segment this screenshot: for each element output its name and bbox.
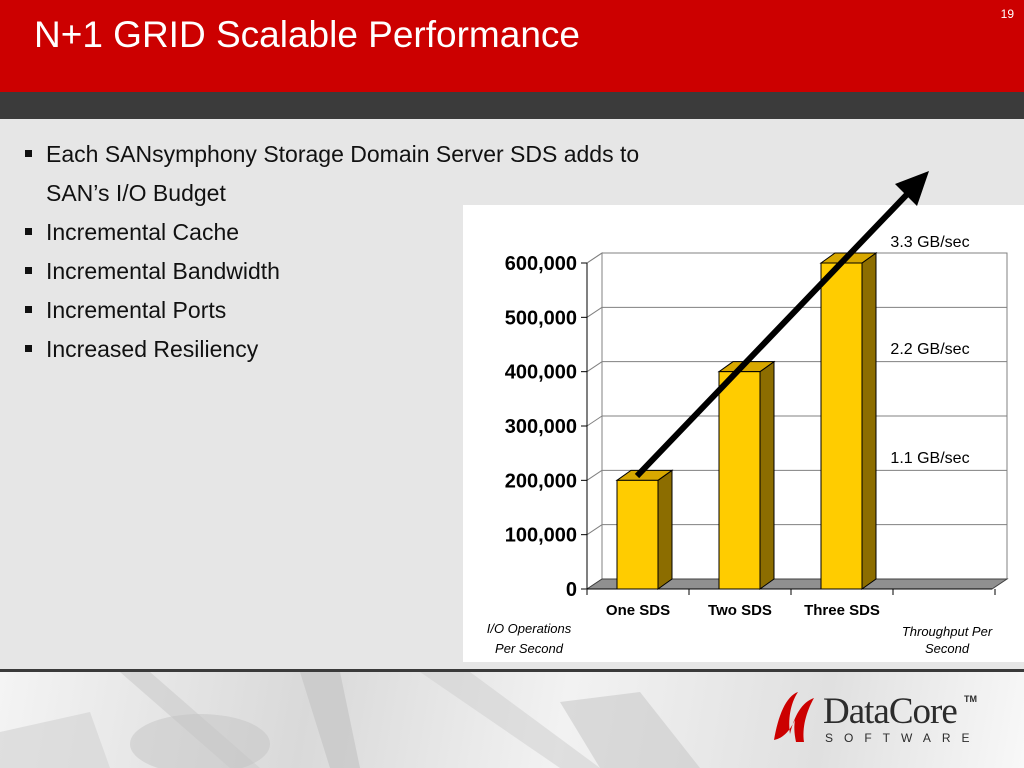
y-tick-label: 200,000 (505, 470, 577, 492)
logo-subtitle: SOFTWARE (825, 731, 981, 745)
footer-rule (0, 669, 1024, 672)
title-bar: N+1 GRID Scalable Performance 19 (0, 0, 1024, 92)
y-tick-label: 400,000 (505, 362, 577, 384)
y2-axis-title-line: Second (925, 641, 970, 656)
bullet-item: Incremental Ports (22, 291, 712, 330)
y-axis-title-line: I/O Operations (487, 621, 572, 636)
footer (0, 672, 1024, 768)
bullet-square-icon (25, 150, 32, 157)
y-tick-label: 600,000 (505, 253, 577, 275)
y2-axis-title-line: Throughput Per (902, 624, 993, 639)
bullet-item: Incremental Cache (22, 213, 712, 252)
datacore-logo: DataCore TM SOFTWARE (768, 678, 978, 758)
bullet-square-icon (25, 345, 32, 352)
logo-wordmark: DataCore (823, 691, 958, 732)
bullet-text: Incremental Bandwidth (46, 258, 280, 284)
performance-chart: 0 100,000 200,000 300,000 400,000 500,000 600,… (487, 234, 1009, 656)
header-band (0, 92, 1024, 119)
x-tick-label: One SDS (606, 602, 670, 619)
y-tick-label: 100,000 (505, 525, 577, 547)
bullet-item: Incremental Bandwidth (22, 252, 712, 291)
bullet-item: Each SANsymphony Storage Domain Server S… (22, 135, 712, 213)
bullet-square-icon (25, 267, 32, 274)
throughput-label: 2.2 GB/sec (890, 341, 969, 358)
bullet-text: Incremental Ports (46, 297, 227, 323)
bullet-text: Each SANsymphony Storage Domain Server S… (46, 141, 640, 206)
bar-side (861, 252, 877, 590)
footer-background-art (0, 672, 700, 768)
x-tick-label: Two SDS (708, 602, 772, 619)
throughput-label: 1.1 GB/sec (890, 450, 969, 467)
bar (616, 479, 659, 590)
bullet-list: Each SANsymphony Storage Domain Server S… (22, 135, 712, 369)
y-axis-title-line: Per Second (495, 641, 564, 656)
slide-title: N+1 GRID Scalable Performance (34, 14, 580, 55)
gridline-side (586, 469, 603, 481)
throughput-label: 3.3 GB/sec (890, 234, 969, 251)
x-tick-label: Three SDS (804, 602, 880, 619)
bar (718, 371, 761, 590)
datacore-mark-icon (774, 692, 814, 742)
bullet-square-icon (25, 228, 32, 235)
y-tick-label: 500,000 (505, 307, 577, 329)
bullet-item: Increased Resiliency (22, 330, 712, 369)
gridline-side (586, 252, 603, 264)
bullet-text: Incremental Cache (46, 219, 240, 245)
y-tick-label: 0 (566, 579, 577, 601)
gridline-side (586, 361, 603, 373)
gridline-side (586, 415, 603, 427)
slide-number: 19 (1000, 7, 1014, 21)
bar-side (657, 469, 673, 590)
y-tick-label: 300,000 (505, 416, 577, 438)
bullet-square-icon (25, 306, 32, 313)
chart-panel: 0 100,000 200,000 300,000 400,000 500,000 600,… (463, 205, 1024, 662)
gridline-side (586, 306, 603, 318)
gridline-side (586, 524, 603, 536)
bar-side (759, 360, 775, 590)
bullet-text: Increased Resiliency (46, 336, 259, 362)
logo-trademark: TM (964, 694, 977, 704)
bar (820, 262, 863, 590)
